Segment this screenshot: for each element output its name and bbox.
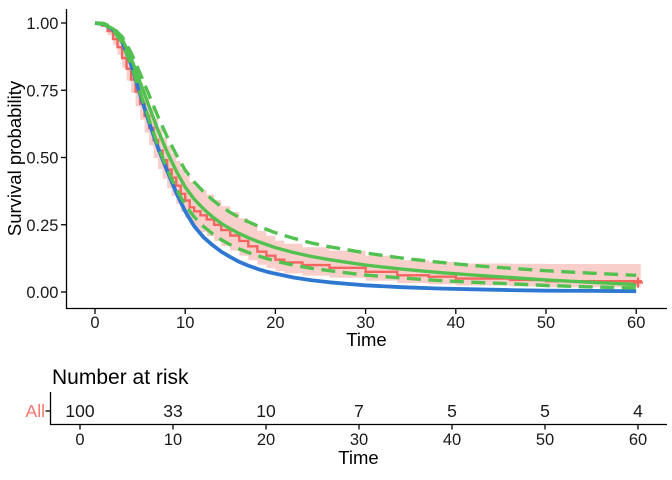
x-tick-label: 50 <box>537 314 555 332</box>
y-tick-label: 0.25 <box>26 217 58 235</box>
risk-count: 7 <box>354 401 364 421</box>
risk-count: 100 <box>65 401 94 421</box>
risk-x-tick-label: 10 <box>164 431 182 449</box>
risk-x-axis-title: Time <box>338 447 378 468</box>
y-tick-label: 0.00 <box>26 284 58 302</box>
risk-x-tick-label: 30 <box>350 431 368 449</box>
risk-count: 10 <box>256 401 276 421</box>
km-confidence-band <box>95 23 641 289</box>
x-tick-label: 60 <box>627 314 645 332</box>
km-curve <box>95 21 642 283</box>
x-tick-label: 0 <box>90 314 99 332</box>
risk-count: 33 <box>163 401 182 421</box>
x-axis-title: Time <box>346 329 386 350</box>
x-tick-label: 40 <box>447 314 465 332</box>
y-tick-label: 0.75 <box>26 82 58 100</box>
risk-x-tick-label: 50 <box>536 431 554 449</box>
survival-plot: 0.00 0.25 0.50 0.75 1.00 0 10 20 30 40 50 60 Surviv… <box>4 9 667 350</box>
y-tick-label: 0.50 <box>26 150 58 168</box>
risk-count: 5 <box>447 401 457 421</box>
fit-curve-3 <box>94 21 637 290</box>
risk-table-title: Number at risk <box>52 366 189 389</box>
risk-row-label: All <box>26 401 45 421</box>
axis-lines <box>65 9 667 310</box>
x-tick-label: 20 <box>266 314 284 332</box>
risk-axis-lines <box>49 392 667 426</box>
x-tick-label: 30 <box>356 314 374 332</box>
risk-count: 4 <box>633 401 643 421</box>
fit-curve-2 <box>94 21 637 277</box>
risk-x-tick-label: 20 <box>257 431 275 449</box>
risk-x-tick-label: 60 <box>629 431 647 449</box>
x-tick-label: 10 <box>176 314 194 332</box>
risk-x-tick-label: 0 <box>75 431 84 449</box>
y-tick-label: 1.00 <box>26 15 58 33</box>
y-axis-title: Survival probability <box>4 80 25 236</box>
fit-curve-1 <box>94 21 637 287</box>
risk-x-tick-label: 40 <box>443 431 461 449</box>
risk-count: 5 <box>540 401 550 421</box>
censor-mark <box>633 277 644 288</box>
